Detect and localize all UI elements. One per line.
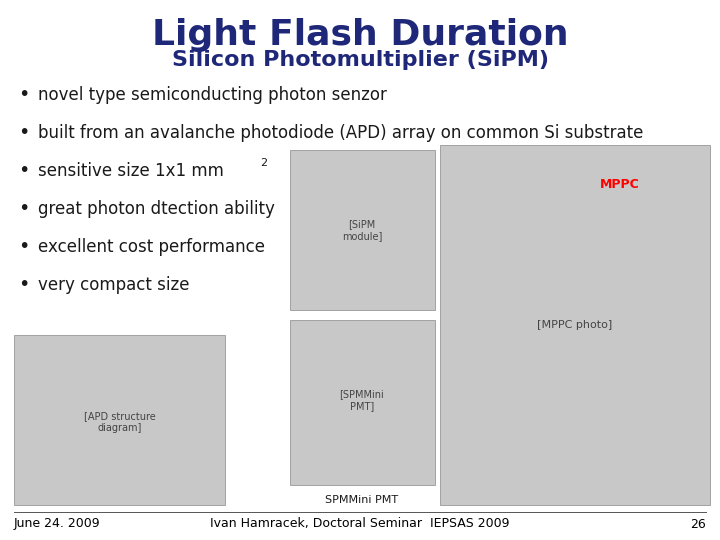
Text: [SiPM
module]: [SiPM module] xyxy=(342,219,382,241)
Text: excellent cost performance: excellent cost performance xyxy=(38,238,265,256)
Text: [SPMMini
PMT]: [SPMMini PMT] xyxy=(340,389,384,411)
Text: [MPPC photo]: [MPPC photo] xyxy=(537,320,613,330)
Text: •: • xyxy=(18,124,30,143)
Text: •: • xyxy=(18,85,30,105)
Text: •: • xyxy=(18,199,30,219)
FancyBboxPatch shape xyxy=(290,320,435,485)
Text: novel type semiconducting photon senzor: novel type semiconducting photon senzor xyxy=(38,86,387,104)
Text: Light Flash Duration: Light Flash Duration xyxy=(152,18,568,52)
Text: •: • xyxy=(18,161,30,180)
Text: Silicon Photomultiplier (SiPM): Silicon Photomultiplier (SiPM) xyxy=(171,50,549,70)
Text: 2: 2 xyxy=(260,158,267,168)
Text: very compact size: very compact size xyxy=(38,276,189,294)
Text: •: • xyxy=(18,238,30,256)
Text: MPPC: MPPC xyxy=(600,179,640,192)
Text: sensitive size 1x1 mm: sensitive size 1x1 mm xyxy=(38,162,224,180)
Text: great photon dtection ability: great photon dtection ability xyxy=(38,200,275,218)
FancyBboxPatch shape xyxy=(14,335,225,505)
Text: SPMMini PMT: SPMMini PMT xyxy=(325,495,399,505)
FancyBboxPatch shape xyxy=(290,150,435,310)
Text: •: • xyxy=(18,275,30,294)
Text: June 24. 2009: June 24. 2009 xyxy=(14,517,101,530)
Text: [APD structure
diagram]: [APD structure diagram] xyxy=(84,411,156,433)
FancyBboxPatch shape xyxy=(440,145,710,505)
Text: Ivan Hamracek, Doctoral Seminar  IEPSAS 2009: Ivan Hamracek, Doctoral Seminar IEPSAS 2… xyxy=(210,517,510,530)
Text: built from an avalanche photodiode (APD) array on common Si substrate: built from an avalanche photodiode (APD)… xyxy=(38,124,644,142)
Text: 26: 26 xyxy=(690,517,706,530)
